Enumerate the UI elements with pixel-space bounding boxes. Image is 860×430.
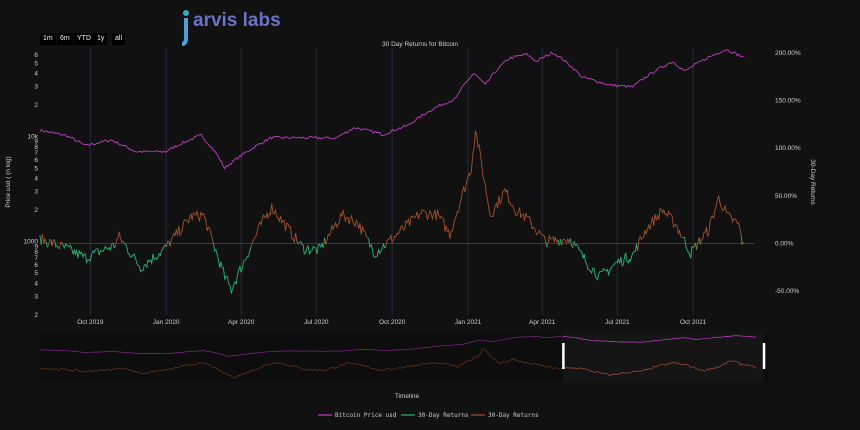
x-tick-label: Oct 2021 (680, 319, 707, 326)
returns-negative-segment (569, 238, 574, 248)
returns-positive-segment (696, 237, 700, 251)
x-tick-label: Apr 2020 (228, 319, 255, 326)
returns-positive-segment (51, 238, 55, 247)
returns-positive-segment (637, 207, 685, 251)
returns-negative-segment (684, 237, 695, 259)
logo-text: arvis labs (193, 10, 281, 31)
range-button-ytd[interactable]: YTD (74, 33, 94, 45)
mini-returns-line (39, 347, 757, 379)
jarvis-logo-icon (182, 10, 189, 46)
legend-item[interactable]: 30-Day Returns (471, 412, 539, 419)
x-tick-label: Jul 2021 (605, 319, 630, 326)
legend-item[interactable]: 30-Day Returns (401, 412, 469, 419)
x-tick-label: Jan 2021 (455, 319, 482, 326)
returns-positive-segment (572, 241, 575, 248)
returns-negative-segment (123, 242, 167, 273)
y-left-tick-label: 4 (34, 280, 38, 287)
returns-negative-segment (368, 238, 387, 258)
returns-negative-segment (698, 237, 701, 245)
returns-negative-segment (300, 240, 324, 255)
x-tick-label: Jul 2020 (304, 319, 329, 326)
returns-positive-segment (115, 231, 125, 247)
returns-positive-segment (325, 209, 369, 245)
y-left-tick-label: 2 (34, 207, 38, 214)
returns-positive-segment (250, 203, 298, 247)
y-left-tick-label: 9 (34, 243, 38, 250)
y-left-tick-label: 6 (34, 157, 38, 164)
y-left-tick-label: 3 (34, 189, 38, 196)
returns-negative-segment (296, 240, 299, 245)
range-button-1m[interactable]: 1m (40, 33, 56, 45)
range-selector-handle-right[interactable] (762, 343, 766, 369)
range-selector-shade-left (40, 333, 564, 382)
range-button-all[interactable]: all (112, 33, 126, 45)
returns-negative-segment (45, 241, 49, 248)
y-left-tick-label: 5 (34, 270, 38, 277)
returns-positive-segment (40, 233, 47, 245)
chart-title: 30 Day Returns for Bitcoin (382, 41, 458, 48)
legend-item[interactable]: Bitcoin Price usd (318, 412, 397, 419)
y-right-axis-label: 30-Day Returns (809, 159, 816, 205)
returns-positive-segment (59, 241, 63, 249)
y-left-tick-label: 3 (34, 84, 38, 91)
y-left-tick-label: 2 (34, 312, 38, 319)
x-tick-label: Oct 2020 (379, 319, 406, 326)
y-left-tick-label: 1000 (24, 239, 39, 246)
y-left-tick-label: 2 (34, 102, 38, 109)
returns-positive-segment (699, 194, 742, 245)
range-selector-background (40, 333, 768, 382)
returns-negative-segment (545, 241, 548, 248)
x-axis-label: Timeline (395, 393, 420, 400)
y-right-tick-label: 100.00% (775, 145, 801, 152)
returns-negative-segment (573, 240, 639, 281)
y-left-tick-label: 8 (34, 249, 38, 256)
y-left-tick-label: 4 (34, 175, 38, 182)
y-left-axis-label: Price usd ( (n log) (5, 156, 12, 207)
returns-positive-segment (741, 241, 744, 245)
y-left-tick-label: 6 (34, 262, 38, 269)
y-left-tick-label: 5 (34, 165, 38, 172)
y-left-tick-label: 4 (34, 71, 38, 78)
returns-negative-segment (61, 242, 113, 265)
y-left-tick-label: 9 (34, 138, 38, 145)
returns-negative-segment (324, 237, 327, 245)
y-left-tick-label: 8 (34, 144, 38, 151)
returns-positive-segment (385, 129, 546, 247)
y-left-tick-label: 3 (34, 294, 38, 301)
legend-label: 30-Day Returns (488, 412, 539, 419)
x-tick-label: Apr 2021 (529, 319, 556, 326)
legend-label: 30-Day Returns (418, 412, 469, 419)
legend-label: Bitcoin Price usd (335, 412, 397, 419)
price-series-line (39, 49, 744, 170)
returns-positive-segment (546, 234, 559, 248)
y-right-tick-label: 0.00% (775, 240, 794, 247)
range-button-6m[interactable]: 6m (57, 33, 73, 45)
x-tick-label: Jan 2020 (153, 319, 180, 326)
returns-positive-segment (297, 240, 301, 245)
range-selector-shade-right (763, 333, 768, 382)
y-right-tick-label: -50.00% (775, 288, 799, 295)
y-left-tick-label: 6 (34, 52, 38, 59)
returns-positive-segment (166, 240, 170, 247)
y-left-tick-label: 7 (34, 255, 38, 262)
returns-positive-segment (322, 237, 325, 249)
y-left-tick-label: 7 (34, 150, 38, 157)
y-left-tick-label: 5 (34, 60, 38, 67)
returns-negative-segment (54, 240, 60, 250)
y-right-tick-label: 50.00% (775, 193, 797, 200)
returns-negative-segment (112, 242, 116, 249)
y-right-tick-label: 150.00% (775, 97, 801, 104)
y-right-tick-label: 200.00% (775, 50, 801, 57)
range-button-1y[interactable]: 1y (94, 33, 108, 45)
returns-positive-segment (48, 238, 52, 246)
range-selector-handle-left[interactable] (562, 343, 565, 369)
returns-negative-segment (212, 243, 252, 295)
y-left-tick-label: 10k (28, 134, 39, 141)
returns-negative-segment (740, 234, 743, 245)
returns-positive-segment (169, 210, 214, 247)
x-tick-label: Oct 2019 (77, 319, 104, 326)
mini-price-line (39, 335, 757, 357)
returns-positive-segment (561, 237, 571, 246)
